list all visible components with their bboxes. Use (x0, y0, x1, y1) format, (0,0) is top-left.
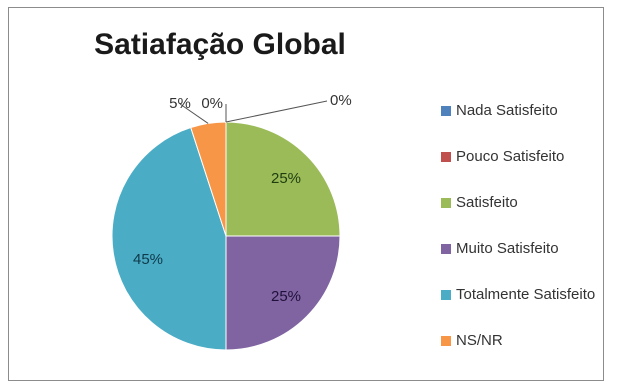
legend-label: Pouco Satisfeito (456, 148, 565, 165)
data-label-satisfeito: 25% (271, 170, 301, 187)
pie-slice-totalmente-satisfeito (111, 126, 227, 351)
legend-swatch (441, 152, 451, 162)
legend-swatch (441, 290, 451, 300)
legend-item-muito-satisfeito: Muito Satisfeito (441, 240, 606, 258)
legend-swatch (441, 198, 451, 208)
data-label-muito-satisfeito: 25% (271, 288, 301, 305)
legend-item-totalmente-satisfeito: Totalmente Satisfeito (441, 286, 606, 304)
legend-item-ns-nr: NS/NR (441, 332, 606, 350)
legend-swatch (441, 106, 451, 116)
legend-item-pouco-satisfeito: Pouco Satisfeito (441, 148, 606, 166)
legend-item-nada-satisfeito: Nada Satisfeito (441, 102, 606, 120)
data-label-totalmente-satisfeito: 45% (133, 251, 163, 268)
data-label-nada-satisfeito: 0% (201, 95, 223, 112)
legend-label: Muito Satisfeito (456, 240, 559, 257)
legend-swatch (441, 244, 451, 254)
leader-line-pouco-satisfeito (225, 100, 328, 123)
data-label-pouco-satisfeito: 0% (330, 92, 352, 109)
legend-label: Nada Satisfeito (456, 102, 558, 119)
leader-line-ns-nr (179, 103, 209, 124)
legend-label: Totalmente Satisfeito (456, 286, 596, 303)
chart-title: Satiafação Global (94, 28, 346, 61)
data-label-ns-nr: 5% (169, 95, 191, 112)
pie-slice-muito-satisfeito (225, 235, 341, 351)
pie-slice-satisfeito (225, 121, 341, 237)
legend-item-satisfeito: Satisfeito (441, 194, 606, 212)
legend-swatch (441, 336, 451, 346)
legend-label: Satisfeito (456, 194, 518, 211)
legend-label: NS/NR (456, 332, 503, 349)
